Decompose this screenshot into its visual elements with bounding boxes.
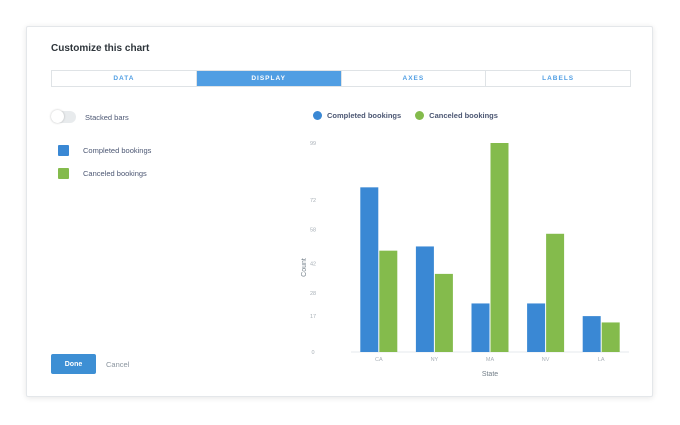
bar-canceled-la <box>601 322 620 352</box>
legend-label-completed: Completed bookings <box>327 111 402 120</box>
series-completed-setting: Completed bookings <box>58 145 151 156</box>
y-tick-label: 99 <box>310 141 316 147</box>
x-tick-label: NY <box>431 357 439 363</box>
legend-label-canceled: Canceled bookings <box>429 111 498 120</box>
bar-canceled-nv <box>546 233 565 352</box>
stacked-bars-setting: Stacked bars <box>51 110 129 123</box>
bar-completed-nv <box>527 303 546 352</box>
modal-title: Customize this chart <box>51 43 150 54</box>
x-axis-title: State <box>482 371 498 378</box>
tab-data[interactable]: DATA <box>52 71 197 86</box>
done-button[interactable]: Done <box>51 354 96 374</box>
y-tick-label: 28 <box>310 291 316 297</box>
y-tick-label: 0 <box>311 350 314 356</box>
tab-labels[interactable]: LABELS <box>542 75 575 82</box>
series-canceled-label: Canceled bookings <box>83 169 147 178</box>
bar-completed-ny <box>415 246 434 352</box>
tab-axes[interactable]: AXES <box>342 71 487 86</box>
series-completed-label: Completed bookings <box>83 146 152 155</box>
legend-dot-canceled <box>415 111 425 120</box>
series-canceled-setting: Canceled bookings <box>58 168 147 179</box>
legend-item-completed: Completed bookings <box>313 111 401 120</box>
stacked-bars-toggle[interactable] <box>51 110 76 123</box>
x-tick-label: NV <box>542 357 550 363</box>
cancel-button[interactable]: Cancel <box>106 359 130 369</box>
canceled-color-swatch[interactable] <box>58 168 69 179</box>
bar-canceled-ca <box>379 250 398 352</box>
toggle-knob <box>51 110 64 123</box>
chart-legend: Completed bookings Canceled bookings <box>313 111 512 120</box>
customize-chart-modal: Customize this chart DATA DISPLAY AXES L… <box>26 26 653 397</box>
bar-canceled-ny <box>434 273 453 352</box>
x-tick-label: CA <box>375 357 383 363</box>
bar-completed-la <box>582 316 601 352</box>
bar-completed-ma <box>471 303 490 352</box>
bar-chart: 0 17 28 42 58 72 99 Count CA NY MA NV LA State <box>301 141 629 378</box>
y-tick-label: 58 <box>310 228 316 234</box>
x-tick-label: LA <box>598 357 605 363</box>
bar-completed-ca <box>360 187 379 352</box>
settings-tabs: DATA DISPLAY AXES LABELS <box>51 70 631 87</box>
bar-canceled-ma <box>490 143 509 352</box>
legend-item-canceled: Canceled bookings <box>415 111 498 120</box>
x-tick-label: MA <box>486 357 495 363</box>
completed-color-swatch[interactable] <box>58 145 69 156</box>
y-tick-label: 17 <box>310 314 316 320</box>
tab-display[interactable]: DISPLAY <box>196 71 342 86</box>
legend-dot-completed <box>313 111 322 120</box>
y-axis-title: Count <box>301 258 308 277</box>
y-tick-label: 42 <box>310 261 316 267</box>
stacked-bars-label: Stacked bars <box>85 112 129 122</box>
y-tick-label: 72 <box>310 198 316 204</box>
